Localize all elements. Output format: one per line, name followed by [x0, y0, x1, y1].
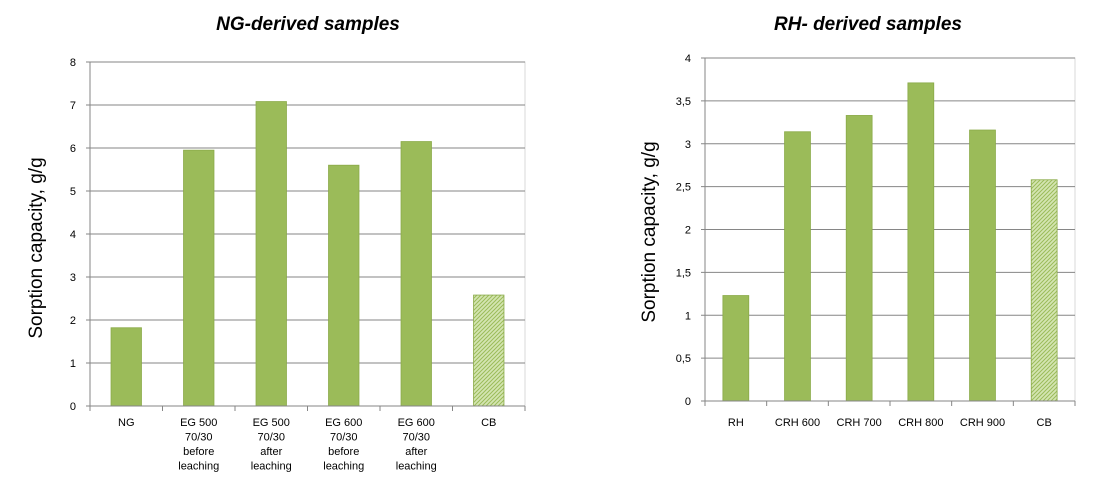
y-tick-label: 1: [685, 310, 691, 322]
gridlines: [90, 62, 525, 406]
category-label: EG 600 70/30 after leaching: [396, 417, 437, 473]
category-label: CRH 800: [898, 417, 943, 429]
y-tick-label: 6: [70, 143, 76, 155]
category-label: CRH 700: [837, 417, 882, 429]
category-label: EG 500 70/30 after leaching: [251, 417, 292, 473]
y-tick-label: 3: [685, 139, 691, 151]
y-tick-label: 5: [70, 186, 76, 198]
y-tick-label: 2: [685, 225, 691, 237]
axes: [86, 62, 525, 411]
y-tick-label: 3: [70, 272, 76, 284]
y-tick-label: 7: [70, 100, 76, 112]
category-label: NG: [118, 417, 135, 429]
bar: [1031, 180, 1057, 401]
y-tick-label: 8: [70, 57, 76, 69]
chart-rh-derived: RH- derived samples Sorption capacity, g…: [639, 14, 1075, 429]
y-tick-labels: 0 1 2 3 4 5 6 7 8: [70, 57, 76, 413]
chart-title: RH- derived samples: [774, 14, 962, 35]
y-tick-label: 0: [685, 396, 691, 408]
chart-title: NG-derived samples: [216, 14, 400, 35]
category-label: EG 500 70/30 before leaching: [178, 417, 219, 473]
y-tick-label: 4: [685, 53, 691, 65]
category-label: EG 600 70/30 before leaching: [323, 417, 364, 473]
bar: [908, 83, 934, 401]
y-tick-label: 2: [70, 315, 76, 327]
bars: [723, 83, 1057, 401]
bar: [723, 296, 749, 401]
bar: [846, 115, 872, 401]
bar: [474, 295, 504, 406]
bar: [401, 142, 431, 406]
bar: [256, 102, 286, 406]
y-axis-label: Sorption capacity, g/g: [26, 157, 47, 338]
bar: [184, 150, 214, 406]
y-tick-label: 1: [70, 358, 76, 370]
category-label: CB: [481, 417, 496, 429]
y-tick-labels: 0 0,5 1 1,5 2 2,5 3 3,5 4: [676, 53, 691, 408]
axes: [701, 58, 1075, 406]
category-label: CB: [1037, 417, 1052, 429]
y-tick-label: 0: [70, 401, 76, 413]
category-labels: NG EG 500 70/30 before leaching EG 500 70/30 af…: [118, 417, 496, 473]
y-tick-label: 4: [70, 229, 76, 241]
bar: [329, 165, 359, 406]
y-tick-label: 1,5: [676, 267, 691, 279]
category-label: CRH 900: [960, 417, 1005, 429]
y-tick-label: 2,5: [676, 182, 691, 194]
y-tick-label: 3,5: [676, 96, 691, 108]
bars: [111, 102, 504, 406]
bar: [970, 130, 996, 401]
bar: [111, 328, 141, 406]
category-label: RH: [728, 417, 744, 429]
y-tick-label: 0,5: [676, 353, 691, 365]
category-labels: RH CRH 600 CRH 700 CRH 800 CRH 900 CB: [728, 417, 1052, 429]
category-label: CRH 600: [775, 417, 820, 429]
bar: [785, 132, 811, 401]
chart-ng-derived: NG-derived samples Sorption capacity, g/…: [26, 14, 525, 473]
gridlines: [705, 58, 1075, 401]
y-axis-label: Sorption capacity, g/g: [639, 141, 660, 322]
